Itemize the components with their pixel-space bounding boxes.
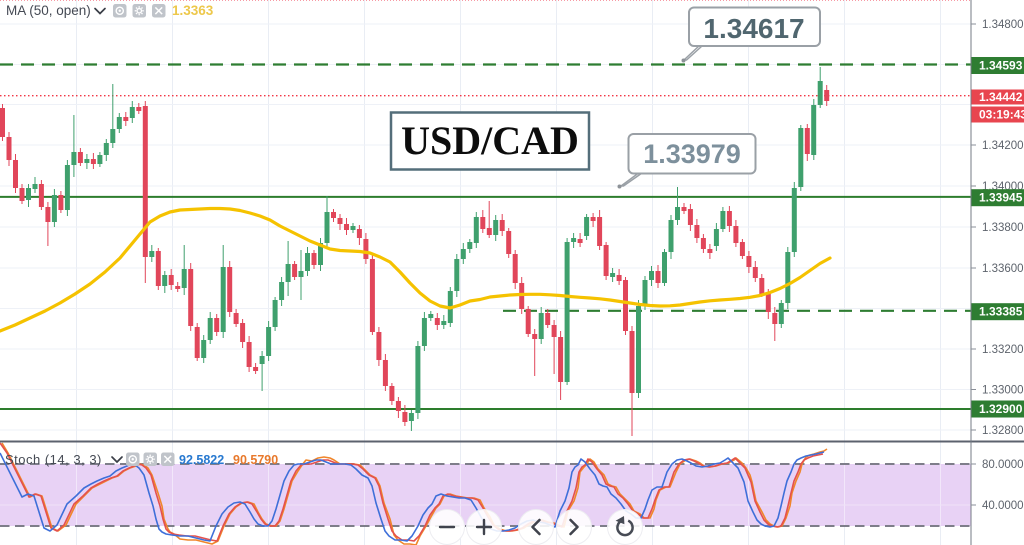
svg-text:40.0000: 40.0000 — [982, 500, 1024, 512]
svg-text:1.34800: 1.34800 — [982, 19, 1024, 31]
svg-text:1.33385: 1.33385 — [979, 305, 1023, 319]
svg-text:USD/CAD: USD/CAD — [401, 118, 579, 163]
svg-text:MA (50, open): MA (50, open) — [6, 3, 91, 18]
svg-text:Stoch (14, 3, 3): Stoch (14, 3, 3) — [5, 452, 102, 467]
svg-text:80.0000: 80.0000 — [982, 459, 1024, 471]
svg-text:1.34617: 1.34617 — [703, 13, 804, 44]
svg-text:1.32800: 1.32800 — [982, 425, 1024, 437]
svg-text:1.33979: 1.33979 — [643, 139, 741, 169]
svg-text:1.3363: 1.3363 — [172, 3, 214, 18]
svg-text:1.33200: 1.33200 — [982, 344, 1024, 356]
svg-text:1.34442: 1.34442 — [979, 90, 1023, 104]
svg-text:1.34200: 1.34200 — [982, 140, 1024, 152]
svg-text:1.33800: 1.33800 — [982, 222, 1024, 234]
svg-text:1.32900: 1.32900 — [979, 402, 1023, 416]
svg-text:1.33600: 1.33600 — [982, 263, 1024, 275]
svg-text:90.5790: 90.5790 — [233, 453, 278, 467]
svg-text:1.33945: 1.33945 — [979, 191, 1023, 205]
svg-text:1.33000: 1.33000 — [982, 385, 1024, 397]
svg-text:03:19:43: 03:19:43 — [979, 108, 1024, 122]
svg-text:1.34593: 1.34593 — [979, 59, 1023, 73]
svg-text:92.5822: 92.5822 — [179, 453, 224, 467]
